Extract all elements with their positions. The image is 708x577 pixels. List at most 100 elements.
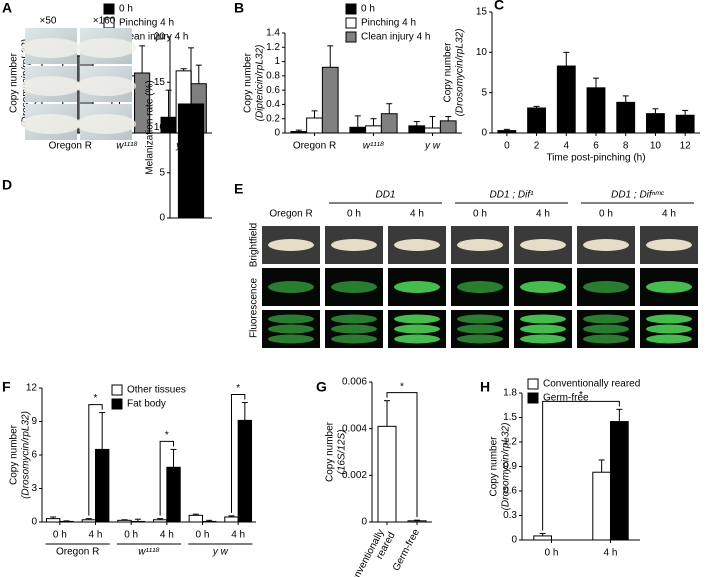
- legend-label: Clean injury 4 h: [361, 32, 430, 43]
- y-tick-label: 0.6: [266, 85, 280, 96]
- time-label: 4 h: [536, 209, 550, 220]
- y-tick-label: 0: [31, 517, 37, 528]
- legend-swatch: [345, 17, 357, 29]
- significance-bracket: [230, 394, 246, 513]
- y-tick-label: 0.006: [342, 377, 367, 388]
- panel-label: E: [234, 181, 243, 197]
- error-bar: [616, 408, 623, 422]
- bar: [610, 421, 629, 541]
- group-label: y w: [212, 547, 229, 558]
- y-axis-label: Melanization rate (%): [145, 80, 156, 174]
- y-tick-label: 1.2: [266, 42, 280, 53]
- legend-label: Pinching 4 h: [361, 18, 416, 29]
- larva: [457, 239, 503, 251]
- larva: [268, 314, 314, 324]
- bar: [592, 471, 611, 541]
- significance-mark: *: [236, 383, 240, 394]
- y-tick-label: 5: [481, 87, 487, 98]
- error-bar: [503, 128, 510, 131]
- larva: [21, 76, 81, 96]
- significance-mark: *: [165, 430, 169, 441]
- bar: [377, 425, 397, 523]
- error-bar: [180, 68, 187, 71]
- larva: [646, 334, 692, 344]
- x-tick-label: Conventionally reared: [346, 525, 398, 577]
- larva: [520, 281, 566, 293]
- larva: [646, 324, 692, 334]
- y-axis-label: (Drosomycin/rpL32): [455, 29, 466, 117]
- larva: [457, 334, 503, 344]
- x-tick-label: Oregon R: [293, 141, 336, 152]
- time-label: 4 h: [662, 209, 676, 220]
- strain-label: DD1 ; Difⁿᵐᶜ: [611, 190, 664, 201]
- larva: [583, 314, 629, 324]
- y-tick-label: 6: [31, 450, 37, 461]
- bar: [95, 448, 110, 523]
- y-tick-label: 0: [481, 128, 487, 139]
- error-bar: [652, 108, 659, 114]
- y-axis-label: Copy number: [443, 42, 454, 103]
- bar: [290, 131, 308, 134]
- y-tick-label: 1.8: [503, 388, 517, 399]
- y-tick-label: 12: [26, 383, 38, 394]
- legend-label: Pinching 4 h: [119, 18, 174, 29]
- panel-label: G: [316, 379, 327, 395]
- error-bar: [593, 77, 599, 88]
- y-axis-label: (Drosomycin/rpL32): [21, 411, 32, 499]
- y-tick-label: 5: [159, 167, 165, 178]
- larva: [268, 239, 314, 251]
- error-bar: [99, 412, 106, 450]
- legend-swatch: [103, 3, 115, 15]
- bar: [408, 125, 426, 134]
- larva: [520, 324, 566, 334]
- larva: [394, 239, 440, 251]
- legend-swatch: [527, 392, 539, 404]
- y-tick-label: 0: [159, 213, 165, 224]
- larva: [520, 314, 566, 324]
- magnification-label: ×50: [40, 16, 57, 27]
- bar: [424, 127, 441, 134]
- y-tick-label: 3: [31, 483, 37, 494]
- y-tick-label: 15: [476, 7, 488, 18]
- error-bar: [50, 516, 57, 519]
- bar: [117, 519, 132, 523]
- error-bar: [295, 129, 302, 132]
- x-tick-label: 0 h: [124, 530, 138, 541]
- y-tick-label: 0.9: [503, 461, 517, 472]
- x-tick-label: 0 h: [545, 548, 559, 559]
- time-label: 0 h: [599, 209, 613, 220]
- x-axis-label: Time post-pinching (h): [546, 153, 645, 164]
- error-bar: [311, 110, 318, 118]
- larva: [520, 334, 566, 344]
- larva: [583, 239, 629, 251]
- panel-label: B: [234, 0, 244, 16]
- larva: [21, 38, 81, 58]
- significance-bracket: [542, 400, 620, 531]
- error-bar: [445, 116, 452, 121]
- x-tick-label: 10: [650, 141, 662, 152]
- error-bar: [139, 45, 146, 73]
- bar: [45, 518, 61, 523]
- error-bar: [414, 519, 420, 521]
- bar: [321, 66, 339, 134]
- significance-mark: *: [579, 390, 583, 401]
- bar: [497, 130, 517, 134]
- bar: [59, 520, 74, 523]
- legend-label: 0 h: [119, 4, 133, 15]
- error-bar: [533, 105, 540, 108]
- bar: [533, 535, 552, 541]
- bar: [380, 113, 398, 134]
- x-tick-label: w¹¹¹⁸: [116, 141, 138, 152]
- y-tick-label: 0.4: [266, 99, 280, 110]
- y-tick-label: 10: [154, 122, 166, 133]
- error-bar: [429, 116, 436, 128]
- bar: [527, 107, 546, 134]
- strain-label: Oregon R: [269, 209, 312, 220]
- x-tick-label: y w: [424, 141, 441, 152]
- x-tick-label: w¹¹¹⁸: [363, 141, 385, 152]
- group-label: Oregon R: [56, 547, 99, 558]
- error-bar: [598, 459, 605, 473]
- legend-label: Clean injury 4 h: [119, 32, 188, 43]
- y-tick-label: 1.4: [266, 28, 280, 39]
- y-tick-label: 1: [274, 56, 280, 67]
